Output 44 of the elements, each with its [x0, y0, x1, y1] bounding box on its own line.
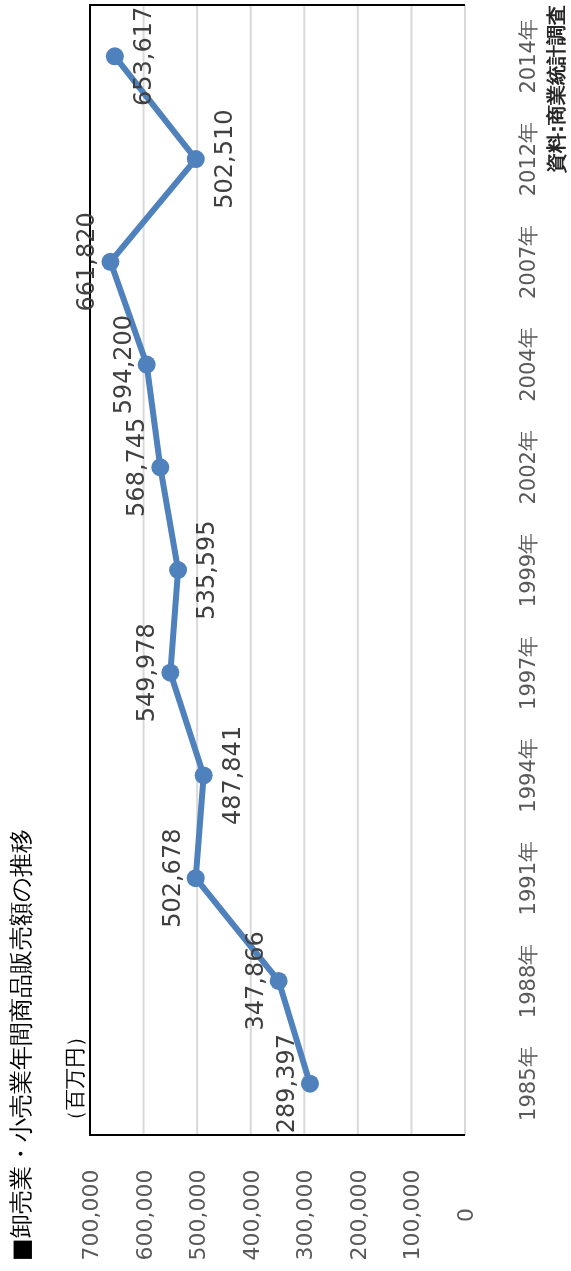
x-tick-label: 400,000: [238, 1169, 264, 1261]
y-tick-label: 1999年: [516, 532, 540, 608]
data-label: 487,841: [217, 725, 246, 826]
y-tick-label: 2004年: [516, 327, 540, 402]
y-tick-label: 1985年: [516, 1046, 540, 1121]
point: [194, 766, 213, 785]
data-label: 568,745: [122, 417, 151, 517]
y-tick-label: 2007年: [516, 224, 540, 300]
y-tick-label: 1997年: [516, 635, 540, 710]
x-tick-label: 700,000: [78, 1169, 103, 1261]
point: [186, 869, 205, 888]
y-tick-label: 2002年: [516, 430, 540, 505]
y-tick-label: 2014年: [516, 19, 540, 94]
x-tick-label: 600,000: [131, 1169, 157, 1261]
data-label: 502,678: [157, 828, 186, 928]
text: ■卸売業・小売業年間商品販売額の推移: [7, 829, 35, 1261]
point: [151, 458, 170, 477]
x-tick-label: 500,000: [185, 1169, 211, 1261]
point: [105, 47, 124, 66]
point: [300, 1074, 319, 1093]
x-tick-label: 0: [453, 1208, 478, 1222]
text: （百万円）: [63, 1026, 87, 1131]
data-label: 347,866: [240, 931, 269, 1031]
point: [169, 561, 188, 579]
x-tick-label: 200,000: [345, 1169, 371, 1261]
data-label: 502,510: [209, 109, 238, 209]
point: [137, 355, 156, 374]
y-tick-label: 1988年: [516, 943, 540, 1019]
data-label: 289,397: [271, 1034, 300, 1134]
y-tick-label: 1994年: [516, 738, 540, 813]
point: [161, 663, 180, 682]
text: 資料:商業統計調査: [544, 5, 568, 174]
point: [101, 252, 120, 271]
y-tick-label: 2012年: [516, 121, 540, 197]
point: [186, 150, 205, 169]
data-label: 653,617: [128, 6, 157, 106]
x-tick-label: 300,000: [292, 1169, 318, 1261]
y-tick-label: 1991年: [516, 840, 540, 916]
point: [269, 971, 288, 990]
data-label: 661,820: [72, 212, 101, 312]
data-label: 549,978: [132, 623, 161, 723]
data-label: 594,200: [108, 314, 137, 415]
data-label: 535,595: [192, 520, 221, 620]
x-tick-label: 100,000: [399, 1169, 425, 1261]
